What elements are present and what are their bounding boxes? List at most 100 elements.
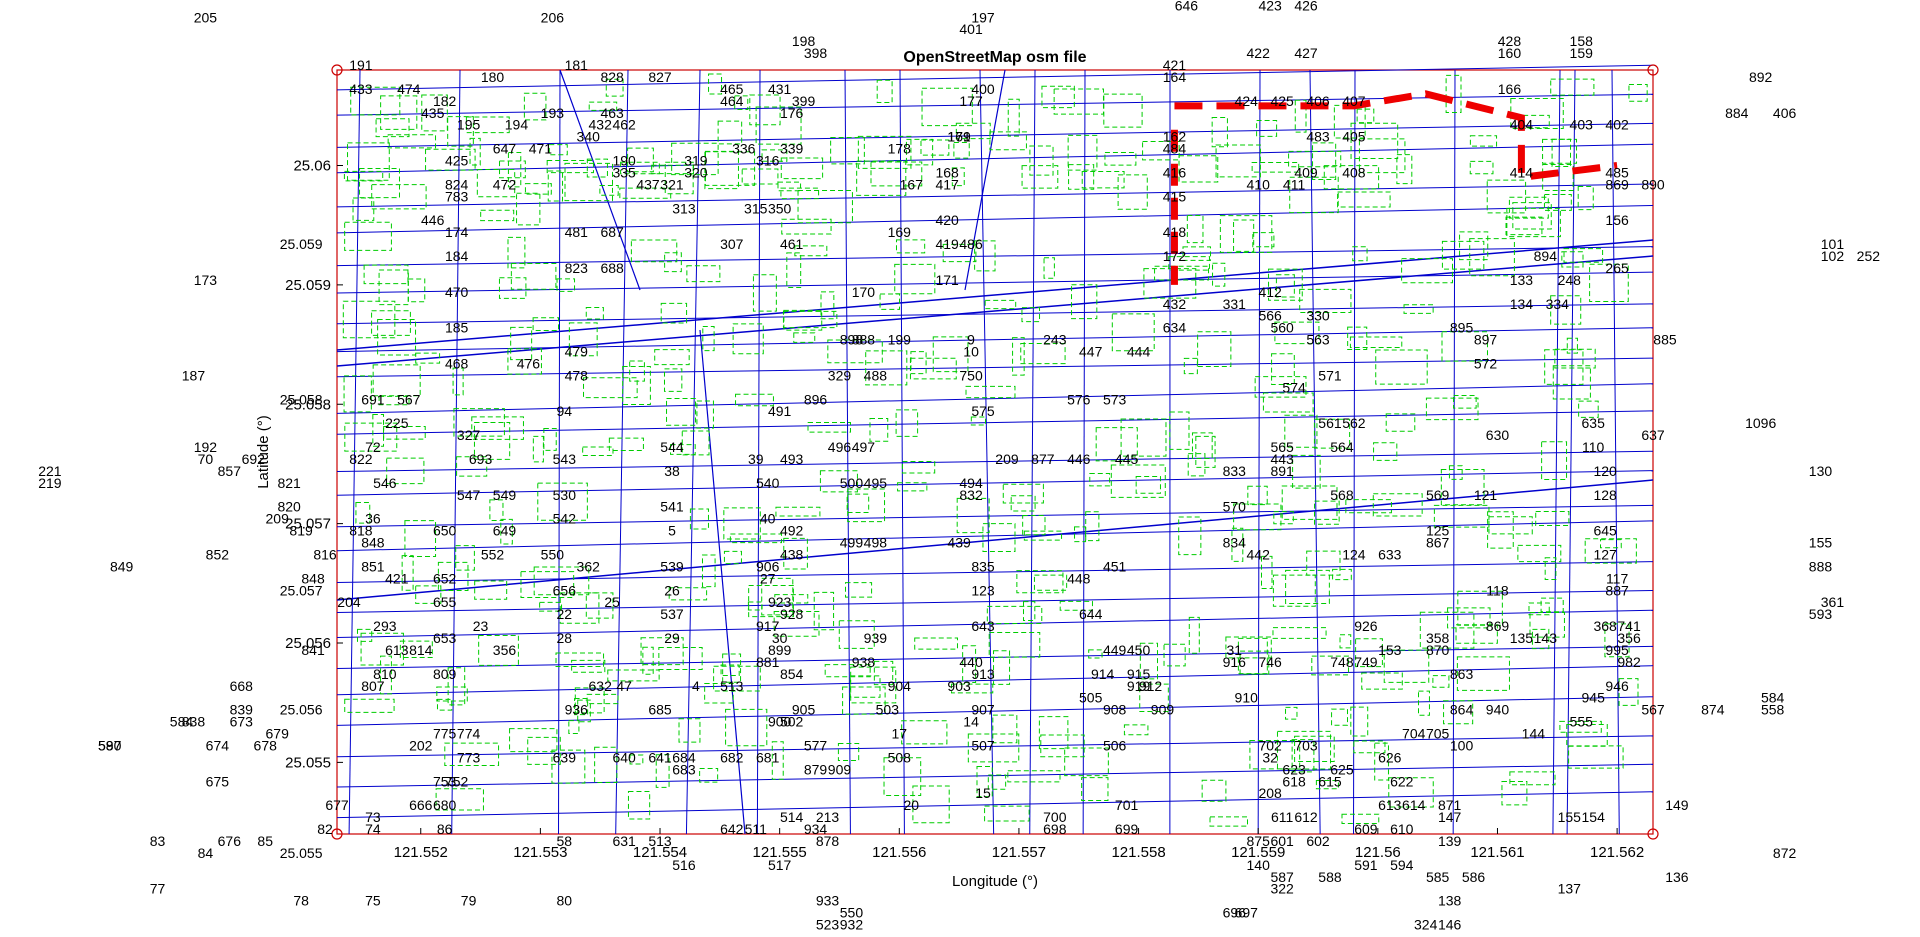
node-label: 356 [1617,630,1641,646]
node-label: 642 [720,821,744,837]
node-label: 133 [1510,272,1534,288]
node-label: 939 [864,630,888,646]
node-label: 919 [1127,678,1151,694]
node-label: 896 [804,391,828,407]
building-outline [1043,257,1055,279]
node-label: 823 [565,260,589,276]
node-label: 932 [840,917,864,933]
building-outline [1281,485,1338,520]
node-label: 631 [612,833,636,849]
building-outline [1441,331,1488,362]
building-outline [1182,246,1212,261]
node-label: 585 [1426,869,1450,885]
y-axis-ticks: 25.055 25.056 25.057 25.058 25.059 25.06 [285,158,343,771]
building-outline [1385,413,1416,432]
building-outline [689,508,709,530]
x-tick-label: 121.552 [394,844,448,861]
building-outline [1064,747,1109,777]
building-outline [594,746,618,783]
node-label: 167 [900,176,924,192]
building-outline [444,742,500,767]
node-label: 204 [337,594,361,610]
node-label: 330 [1306,308,1330,324]
node-label: 117 [1606,570,1629,586]
building-outline [1254,376,1307,398]
node-label: 414 [1510,164,1534,180]
node-label: 316 [756,153,780,169]
building-outline [1089,472,1111,487]
building-outline [663,368,683,392]
node-label: 31 [1226,642,1242,658]
node-label: 498 [864,535,888,551]
building-outline [1225,636,1272,659]
node-label: 908 [1103,702,1127,718]
node-label: 584 [170,714,194,730]
node-label: 564 [1330,439,1354,455]
node-label: 137 [1558,881,1582,897]
building-outline [1312,142,1337,180]
building-outline [1469,135,1498,147]
building-outline [1139,642,1159,680]
node-label: 432 [1163,296,1187,312]
node-label: 982 [1617,654,1641,670]
building-outline [620,161,660,175]
node-label: 83 [150,833,166,849]
building-outline [1509,771,1556,786]
building-outline [586,158,608,178]
building-outline [383,426,426,440]
node-label: 20 [903,797,919,813]
building-outline [838,620,875,649]
building-outline [749,94,781,126]
building-outline [1285,569,1330,604]
node-label: 609 [1354,821,1378,837]
building-outline [607,669,660,682]
node-label: 331 [1223,296,1247,312]
node-label: 537 [660,606,684,622]
way-line [699,329,746,835]
node-label: 774 [457,726,481,742]
node-label: 696 [1223,905,1247,921]
building-outline [869,418,889,442]
node-label: 848 [301,570,325,586]
node-label: 523 [816,917,840,933]
node-label: 406 [1306,93,1330,109]
building-outline [794,245,828,257]
node-label: 602 [1306,833,1330,849]
building-outline [1487,511,1514,549]
building-outline [781,218,832,235]
building-outline [568,322,598,357]
way-line [336,143,1654,174]
node-label: 546 [373,475,397,491]
building-outline [452,367,464,396]
node-label: 293 [373,618,397,634]
way-line [1082,69,1086,835]
building-outline [956,497,990,534]
node-label: 350 [768,200,792,216]
building-outline [1401,258,1453,284]
node-label: 407 [1342,93,1366,109]
node-label: 869 [1605,176,1629,192]
building-outline [701,554,716,588]
node-label: 852 [206,546,230,562]
node-label: 483 [1306,129,1330,145]
node-label: 184 [445,248,469,264]
node-label: 828 [600,69,624,85]
node-label: 438 [780,546,804,562]
node-label: 324 [1414,917,1438,933]
building-outline [830,137,865,165]
building-outline [1561,251,1584,268]
building-outline [1563,248,1604,263]
node-label: 428 [1498,33,1522,49]
building-outline [1007,770,1061,783]
building-outline [1443,700,1474,725]
building-outline [1512,202,1552,230]
node-label: 934 [804,821,828,837]
node-label: 869 [1486,618,1510,634]
building-outline [1447,607,1491,629]
building-outline [1284,414,1318,448]
node-label: 904 [888,678,912,694]
node-label: 833 [1223,463,1247,479]
building-outline [748,584,794,618]
building-outline [857,135,912,169]
node-label: 492 [780,523,804,539]
